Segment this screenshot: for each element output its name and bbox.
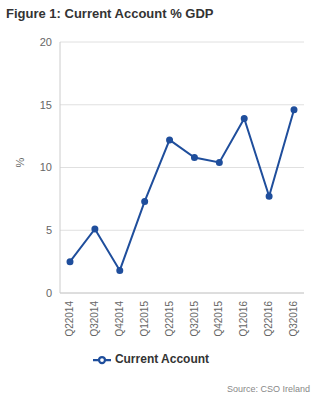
svg-text:Q22016: Q22016 (263, 301, 274, 337)
svg-text:Q32015: Q32015 (189, 301, 200, 337)
html-text:Current Account: Current Account (114, 352, 210, 367)
svg-text:15: 15 (40, 99, 52, 111)
svg-text:Q12015: Q12015 (139, 301, 150, 337)
svg-text:Q32014: Q32014 (89, 301, 100, 337)
svg-text:Q42015: Q42015 (213, 301, 224, 337)
svg-text:Q12016: Q12016 (238, 301, 249, 337)
svg-text:Q32016: Q32016 (288, 301, 299, 337)
svg-text:5: 5 (46, 224, 52, 236)
svg-text:Q42014: Q42014 (114, 301, 125, 337)
svg-text:%: % (14, 158, 26, 168)
svg-text:Q22014: Q22014 (64, 301, 75, 337)
html-text:Source: CSO Ireland: Source: CSO Ireland (227, 384, 310, 394)
svg-text:0: 0 (46, 287, 52, 299)
svg-text:10: 10 (40, 161, 52, 173)
svg-text:20: 20 (40, 36, 52, 48)
svg-text:Q22015: Q22015 (164, 301, 175, 337)
html-text:Figure 1: Current Account % GD: Figure 1: Current Account % GDP (6, 6, 214, 21)
